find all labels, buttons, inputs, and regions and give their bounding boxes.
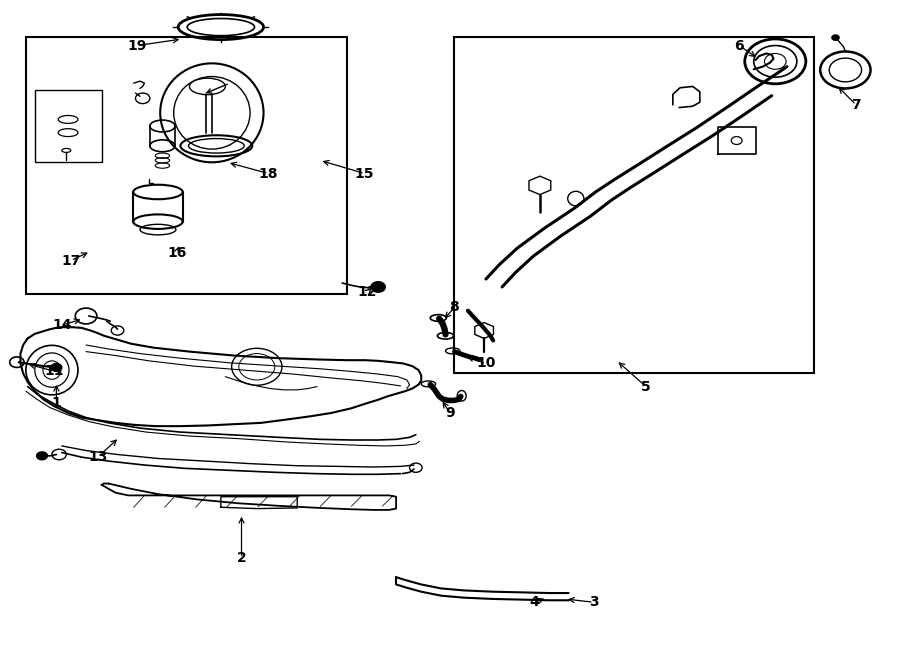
Bar — [26, 37, 346, 294]
Text: 19: 19 — [128, 38, 147, 52]
Text: 6: 6 — [734, 38, 744, 52]
Circle shape — [832, 35, 839, 40]
Text: 18: 18 — [258, 167, 278, 180]
Circle shape — [371, 282, 385, 292]
Text: 9: 9 — [446, 406, 454, 420]
Text: 5: 5 — [641, 379, 651, 393]
Text: 12: 12 — [357, 286, 377, 299]
Text: 4: 4 — [529, 596, 539, 609]
Text: 17: 17 — [61, 254, 80, 268]
Text: 8: 8 — [450, 300, 459, 315]
Text: 2: 2 — [237, 551, 247, 565]
Text: 10: 10 — [476, 356, 496, 370]
Text: 7: 7 — [851, 98, 861, 112]
Text: 16: 16 — [167, 246, 186, 260]
Text: 14: 14 — [52, 318, 72, 332]
Text: 3: 3 — [589, 596, 598, 609]
Text: 13: 13 — [88, 450, 107, 464]
Bar — [454, 37, 814, 373]
Text: 11: 11 — [45, 364, 65, 378]
Bar — [35, 90, 103, 163]
Circle shape — [37, 452, 48, 460]
Text: 15: 15 — [355, 167, 374, 180]
Circle shape — [51, 364, 62, 371]
Text: 1: 1 — [51, 396, 61, 410]
